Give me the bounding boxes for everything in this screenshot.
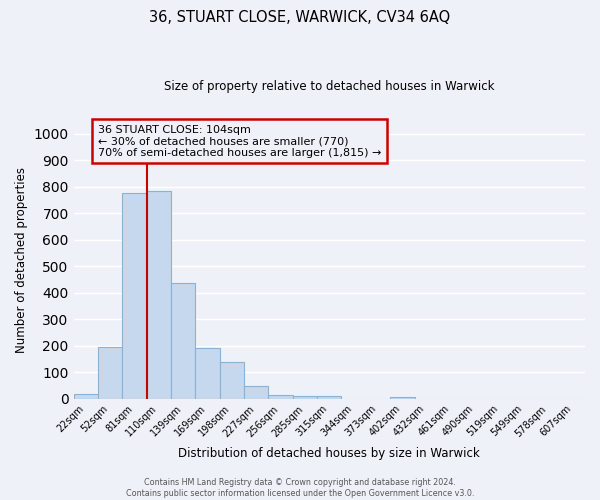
Bar [244, 386, 268, 399]
Text: Contains HM Land Registry data © Crown copyright and database right 2024.
Contai: Contains HM Land Registry data © Crown c… [126, 478, 474, 498]
Title: Size of property relative to detached houses in Warwick: Size of property relative to detached ho… [164, 80, 494, 93]
Bar [146, 191, 171, 399]
Bar [390, 396, 415, 399]
Bar [196, 348, 220, 399]
Bar [122, 194, 146, 399]
Text: 36 STUART CLOSE: 104sqm
← 30% of detached houses are smaller (770)
70% of semi-d: 36 STUART CLOSE: 104sqm ← 30% of detache… [98, 124, 381, 158]
Bar [171, 282, 196, 399]
Text: 36, STUART CLOSE, WARWICK, CV34 6AQ: 36, STUART CLOSE, WARWICK, CV34 6AQ [149, 10, 451, 25]
Bar [268, 395, 293, 399]
Bar [74, 394, 98, 399]
Bar [220, 362, 244, 399]
Y-axis label: Number of detached properties: Number of detached properties [15, 166, 28, 352]
X-axis label: Distribution of detached houses by size in Warwick: Distribution of detached houses by size … [178, 447, 480, 460]
Bar [317, 396, 341, 399]
Bar [293, 396, 317, 399]
Bar [98, 347, 122, 399]
